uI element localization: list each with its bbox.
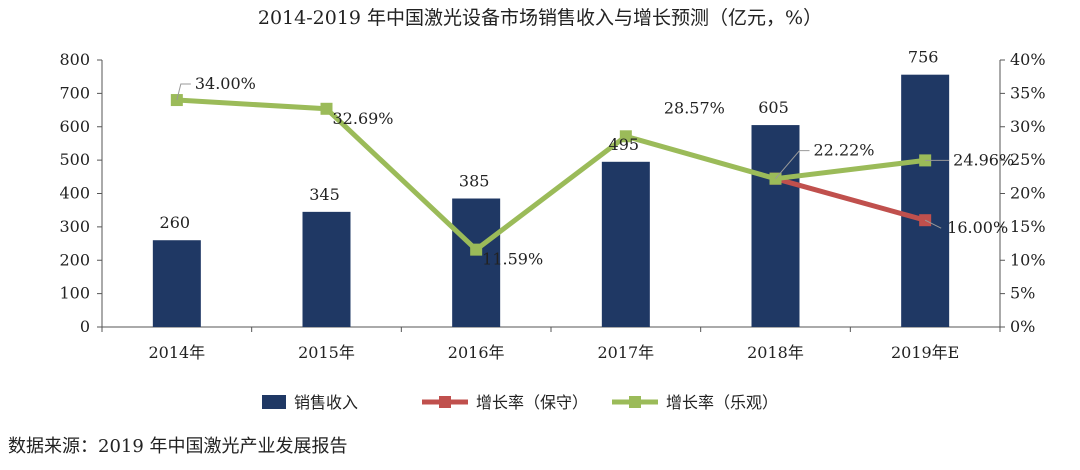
right-tick-label: 25% bbox=[1010, 150, 1046, 169]
left-tick-label: 400 bbox=[59, 184, 90, 203]
right-tick-label: 15% bbox=[1010, 217, 1046, 236]
left-tick-label: 300 bbox=[59, 217, 90, 236]
point-增长率（乐观） bbox=[470, 243, 483, 256]
right-tick-label: 10% bbox=[1010, 250, 1046, 269]
left-tick-label: 700 bbox=[59, 83, 90, 102]
legend-label: 销售收入 bbox=[294, 393, 358, 412]
bar-value-label: 605 bbox=[758, 98, 789, 117]
legend-swatch-bar bbox=[262, 395, 286, 409]
bar-value-label: 345 bbox=[309, 185, 340, 204]
legend-swatch-marker bbox=[629, 396, 641, 408]
chart-title: 2014-2019 年中国激光设备市场销售收入与增长预测（亿元，%） bbox=[258, 7, 822, 29]
bar-value-label: 495 bbox=[609, 135, 640, 154]
point-增长率（乐观） bbox=[320, 102, 333, 115]
leader-line bbox=[176, 83, 191, 101]
right-tick-label: 0% bbox=[1010, 317, 1035, 336]
line-增长率（保守） bbox=[774, 176, 926, 223]
legend: 销售收入 增长率（保守） 增长率（乐观） bbox=[262, 393, 778, 412]
left-tick-label: 0 bbox=[80, 317, 90, 336]
growth-optimistic-label: 28.57% bbox=[664, 98, 725, 117]
right-tick-label: 20% bbox=[1010, 184, 1046, 203]
line-增长率（乐观） bbox=[176, 97, 926, 253]
bar-销售收入 bbox=[601, 161, 650, 327]
x-tick-label: 2016年 bbox=[448, 343, 505, 362]
right-tick-label: 30% bbox=[1010, 117, 1046, 136]
point-增长率（乐观） bbox=[619, 130, 632, 143]
data-labels: 260 345 385 495 605 756 34.00% 32.69% 11.59% 28.5… bbox=[160, 48, 1015, 269]
right-tick-label: 35% bbox=[1010, 83, 1046, 102]
bar-value-label: 756 bbox=[908, 48, 939, 67]
legend-label: 增长率（保守） bbox=[476, 393, 588, 412]
left-tick-label: 100 bbox=[59, 284, 90, 303]
growth-optimistic-label: 34.00% bbox=[195, 74, 256, 93]
growth-optimistic-label: 32.69% bbox=[333, 109, 394, 128]
leader-line bbox=[924, 219, 942, 229]
x-tick-label: 2019年E bbox=[891, 343, 959, 362]
right-tick-label: 40% bbox=[1010, 50, 1046, 69]
bar-销售收入 bbox=[302, 211, 351, 327]
legend-label: 增长率（乐观） bbox=[666, 393, 778, 412]
growth-conservative-label: 16.00% bbox=[947, 218, 1008, 237]
leader-line bbox=[775, 150, 810, 180]
chart: 2014-2019 年中国激光设备市场销售收入与增长预测（亿元，%） 0 100 2… bbox=[59, 7, 1045, 412]
bar-value-label: 385 bbox=[459, 172, 490, 191]
right-tick-label: 5% bbox=[1010, 284, 1035, 303]
source-note: 数据来源：2019 年中国激光产业发展报告 bbox=[8, 436, 348, 457]
growth-optimistic-label: 22.22% bbox=[814, 141, 875, 160]
left-tick-label: 600 bbox=[59, 117, 90, 136]
growth-optimistic-label: 11.59% bbox=[482, 250, 543, 269]
bar-销售收入 bbox=[751, 125, 800, 327]
x-tick-label: 2017年 bbox=[597, 343, 654, 362]
bar-销售收入 bbox=[152, 240, 201, 327]
bar-series bbox=[152, 74, 950, 327]
legend-swatch-marker bbox=[439, 396, 451, 408]
line-series bbox=[170, 94, 932, 256]
bar-销售收入 bbox=[901, 74, 950, 327]
x-tick-label: 2018年 bbox=[747, 343, 804, 362]
x-tick-label: 2015年 bbox=[298, 343, 355, 362]
left-tick-label: 500 bbox=[59, 150, 90, 169]
bar-value-label: 260 bbox=[160, 213, 191, 232]
axes: 0 100 200 300 400 500 600 700 800 0% 5% 10% 15% 20% 25… bbox=[59, 50, 1045, 362]
growth-optimistic-label: 24.96% bbox=[953, 150, 1014, 169]
left-tick-label: 200 bbox=[59, 250, 90, 269]
left-tick-label: 800 bbox=[59, 50, 90, 69]
x-tick-label: 2014年 bbox=[148, 343, 205, 362]
bar-销售收入 bbox=[452, 198, 501, 327]
